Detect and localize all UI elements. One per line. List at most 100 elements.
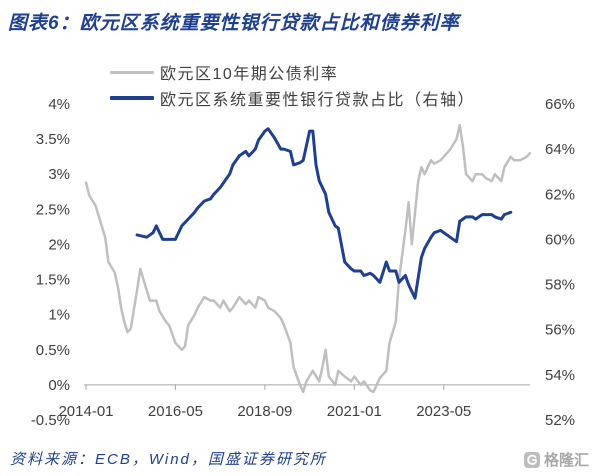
data-point (378, 376, 381, 379)
data-point (289, 341, 292, 344)
data-point (187, 324, 190, 327)
data-point (458, 124, 461, 127)
data-point (407, 283, 410, 286)
data-point (503, 213, 506, 216)
legend-item-loan-share: 欧元区系统重要性银行贷款占比（右轴） (110, 88, 475, 109)
data-point (385, 369, 388, 372)
data-point (129, 327, 132, 330)
data-point (465, 215, 468, 218)
data-point (139, 268, 142, 270)
y-left-tick-label: -0.5% (31, 412, 70, 429)
data-point (257, 296, 260, 299)
data-point (337, 227, 340, 230)
data-point (417, 180, 420, 183)
data-point (145, 236, 148, 239)
data-point (484, 213, 487, 216)
x-tick-label: 2018-09 (237, 403, 292, 420)
data-point (302, 390, 305, 393)
legend-label-bond-yield: 欧元区10年期公债利率 (160, 66, 339, 83)
y-right-tick-label: 56% (545, 322, 575, 339)
data-point (254, 148, 257, 151)
data-point (414, 297, 416, 300)
data-point (420, 256, 423, 259)
loan-share-line (135, 127, 513, 300)
data-point (219, 186, 222, 189)
data-point (465, 173, 468, 176)
data-point (107, 261, 110, 263)
data-point (279, 317, 282, 320)
data-point (353, 270, 356, 272)
data-point (398, 281, 400, 284)
data-point (461, 145, 464, 148)
data-point (484, 176, 487, 179)
data-point (193, 313, 196, 316)
data-point (471, 180, 474, 183)
data-point (327, 375, 330, 378)
data-point (244, 150, 247, 153)
chart-title: 图表6：欧元区系统重要性银行贷款占比和债券利率 (8, 13, 460, 34)
data-point (324, 348, 327, 351)
data-point (509, 211, 512, 214)
watermark-text: 格隆汇 (544, 452, 590, 469)
data-point (529, 152, 531, 155)
data-point (126, 331, 129, 334)
data-point (362, 380, 365, 383)
data-point (231, 163, 234, 166)
data-point (420, 166, 423, 169)
data-point (97, 215, 100, 218)
data-point (244, 303, 247, 306)
legend-item-bond-yield: 欧元区10年期公债利率 (110, 62, 339, 83)
data-point (481, 173, 484, 176)
data-point (267, 306, 270, 309)
data-point (180, 348, 183, 351)
data-point (481, 213, 484, 216)
data-point (263, 130, 266, 133)
data-point (203, 296, 206, 299)
data-point (155, 299, 158, 302)
data-point (423, 173, 426, 176)
data-point (321, 366, 324, 369)
data-point (500, 180, 503, 183)
data-point (449, 236, 452, 239)
data-point (433, 162, 436, 165)
y-right-tick-label: 64% (545, 141, 575, 158)
watermark-logo: 格隆汇 (524, 449, 589, 470)
data-point (308, 130, 311, 133)
x-tick-label: 2023-05 (416, 403, 471, 420)
y-left-tick-label: 1.5% (36, 272, 70, 289)
gelonghui-logo-icon (524, 451, 540, 468)
y-left-tick-label: 1% (48, 307, 70, 324)
data-point (168, 238, 171, 241)
data-point (113, 271, 116, 274)
data-point (222, 299, 225, 302)
data-point (455, 240, 458, 243)
data-point (196, 306, 199, 309)
y-right-tick-label: 66% (545, 96, 575, 113)
data-point (299, 383, 301, 386)
data-point (168, 324, 171, 327)
data-point (474, 218, 477, 221)
x-tick-label: 2014-01 (58, 403, 113, 420)
data-point (116, 285, 119, 288)
data-point (490, 213, 493, 216)
data-point (394, 270, 397, 272)
x-tick-label: 2021-01 (327, 403, 382, 420)
data-point (433, 231, 436, 234)
data-point (104, 236, 107, 239)
data-point (334, 224, 337, 227)
data-point (350, 267, 353, 270)
data-point (311, 369, 314, 372)
y-left-tick-label: 2.5% (36, 201, 70, 218)
data-point (136, 289, 139, 292)
data-point (388, 270, 391, 272)
data-point (238, 296, 241, 299)
data-point (289, 150, 292, 153)
data-point (279, 148, 282, 151)
data-point (407, 201, 410, 204)
data-point (228, 173, 231, 175)
data-point (212, 299, 215, 302)
data-point (193, 211, 196, 214)
data-point (212, 193, 215, 196)
data-point (123, 320, 126, 323)
data-point (372, 390, 375, 393)
